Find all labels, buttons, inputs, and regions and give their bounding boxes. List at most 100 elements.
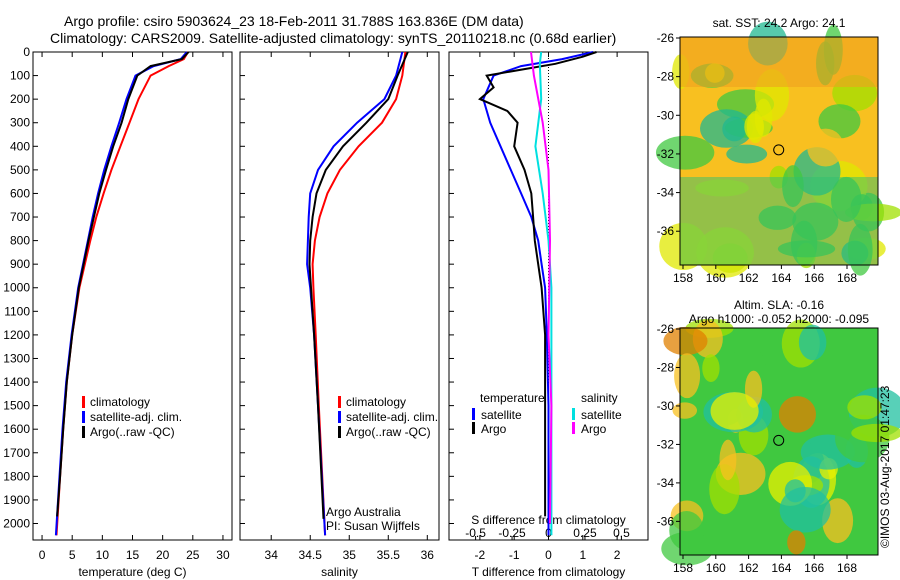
- legend-label: Argo(..raw -QC): [346, 425, 431, 439]
- map-x-tick-label: 160: [706, 561, 726, 575]
- map-x-tick-label: 158: [673, 271, 693, 285]
- title-line1: Argo profile: csiro 5903624_23 18-Feb-20…: [64, 13, 524, 29]
- y-tick-label: 2000: [3, 516, 30, 530]
- map-blob: [722, 116, 747, 142]
- y-tick-label: 1900: [3, 493, 30, 507]
- map-x-tick-label: 168: [837, 561, 857, 575]
- map-blob: [674, 353, 701, 399]
- y-tick-label: 900: [10, 257, 30, 271]
- y-tick-label: 400: [10, 139, 30, 153]
- argo-position-marker: [773, 434, 785, 446]
- legend-label: climatology: [346, 395, 406, 409]
- map-title: sat. SST: 24.2 Argo: 24.1: [713, 16, 846, 30]
- x-tick-label: 5: [69, 548, 76, 562]
- map-x-tick-label: 166: [804, 561, 824, 575]
- map-x-tick-label: 160: [706, 271, 726, 285]
- x-tick-label: 20: [156, 548, 170, 562]
- x-tick-label: 1: [579, 548, 586, 562]
- series-argo: [308, 51, 409, 519]
- y-tick-label: 100: [10, 69, 30, 83]
- annotation: PI: Susan Wijffels: [326, 519, 420, 533]
- y-tick-label: 300: [10, 116, 30, 130]
- series-t-argo: [478, 51, 597, 517]
- legend-swatch: [82, 426, 85, 438]
- y-tick-label: 1600: [3, 422, 30, 436]
- map-y-tick-label: -34: [657, 186, 675, 200]
- legend-swatch: [572, 422, 575, 434]
- y-tick-label: 200: [10, 92, 30, 106]
- map-x-tick-label: 158: [673, 561, 693, 575]
- map-blob: [672, 402, 698, 419]
- map-y-tick-label: -30: [657, 108, 675, 122]
- legend-label: satellite-adj. clim.: [346, 410, 438, 424]
- x-axis-label: temperature (deg C): [78, 565, 186, 579]
- map-blob: [719, 439, 737, 481]
- map-blob: [655, 135, 715, 170]
- map-blob: [680, 37, 878, 87]
- y-tick-label: 600: [10, 186, 30, 200]
- legend-label: Argo: [481, 422, 507, 436]
- map-blob: [710, 392, 759, 430]
- map-y-tick-label: -36: [657, 224, 675, 238]
- y-tick-label: 1000: [3, 281, 30, 295]
- x-tick-label: -1: [509, 548, 520, 562]
- series-s-argo: [530, 51, 553, 524]
- y-tick-label: 500: [10, 163, 30, 177]
- x2-tick-label: 0.5: [613, 526, 630, 540]
- y-tick-label: 0: [23, 45, 30, 59]
- map-x-tick-label: 166: [804, 271, 824, 285]
- x-tick-label: 35.5: [377, 548, 401, 562]
- series-s-satellite: [534, 51, 553, 536]
- map-blob: [663, 326, 708, 356]
- map-y-tick-label: -30: [657, 399, 675, 413]
- legend-heading-temperature: temperature: [480, 391, 545, 405]
- y-tick-label: 700: [10, 210, 30, 224]
- legend-label: Argo: [581, 422, 607, 436]
- map-blob: [851, 423, 900, 443]
- y-tick-label: 1100: [4, 304, 30, 318]
- x-tick-label: 35: [343, 548, 357, 562]
- y-tick-label: 1800: [3, 469, 30, 483]
- series-t-satellite: [482, 51, 594, 536]
- series-climatology: [311, 51, 407, 536]
- map-blob: [807, 128, 844, 167]
- map-y-tick-label: -34: [657, 476, 675, 490]
- map-blob: [798, 324, 827, 361]
- legend-swatch: [472, 422, 475, 434]
- legend-label: satellite-adj. clim.: [90, 410, 182, 424]
- y-tick-label: 1500: [3, 399, 30, 413]
- map-blob: [661, 531, 714, 566]
- map-subtitle: Argo h1000: -0.052 h2000: -0.095: [689, 312, 869, 326]
- x2-tick-label: 0.25: [573, 526, 597, 540]
- map-y-tick-label: -36: [657, 514, 675, 528]
- map-x-tick-label: 162: [739, 271, 759, 285]
- legend-heading-salinity: salinity: [581, 391, 618, 405]
- title-line2: Climatology: CARS2009. Satellite-adjuste…: [50, 30, 617, 46]
- x-tick-label: 34.5: [299, 548, 323, 562]
- x-axis-label: T difference from climatology: [472, 565, 626, 579]
- x-tick-label: 15: [126, 548, 140, 562]
- x-tick-label: 25: [186, 548, 200, 562]
- series-climatology: [55, 51, 189, 536]
- legend-label: satellite: [581, 408, 622, 422]
- y-tick-label: 1300: [3, 351, 30, 365]
- legend-swatch: [82, 411, 85, 423]
- map-blob: [779, 486, 831, 533]
- legend-swatch: [338, 396, 341, 408]
- map-frame: [679, 36, 879, 266]
- legend-label: Argo(..raw -QC): [90, 425, 175, 439]
- map-y-tick-label: -26: [657, 31, 675, 45]
- map-blob: [847, 395, 882, 420]
- map-y-tick-label: -32: [657, 147, 675, 161]
- series-argo: [56, 51, 190, 517]
- map-frame: [679, 327, 879, 556]
- map-y-tick-label: -28: [657, 70, 675, 84]
- x-tick-label: 0: [39, 548, 46, 562]
- map-x-tick-label: 164: [771, 561, 791, 575]
- legend-swatch: [82, 396, 85, 408]
- legend-swatch: [338, 411, 341, 423]
- x-tick-label: 10: [96, 548, 110, 562]
- x-tick-label: 36: [421, 548, 435, 562]
